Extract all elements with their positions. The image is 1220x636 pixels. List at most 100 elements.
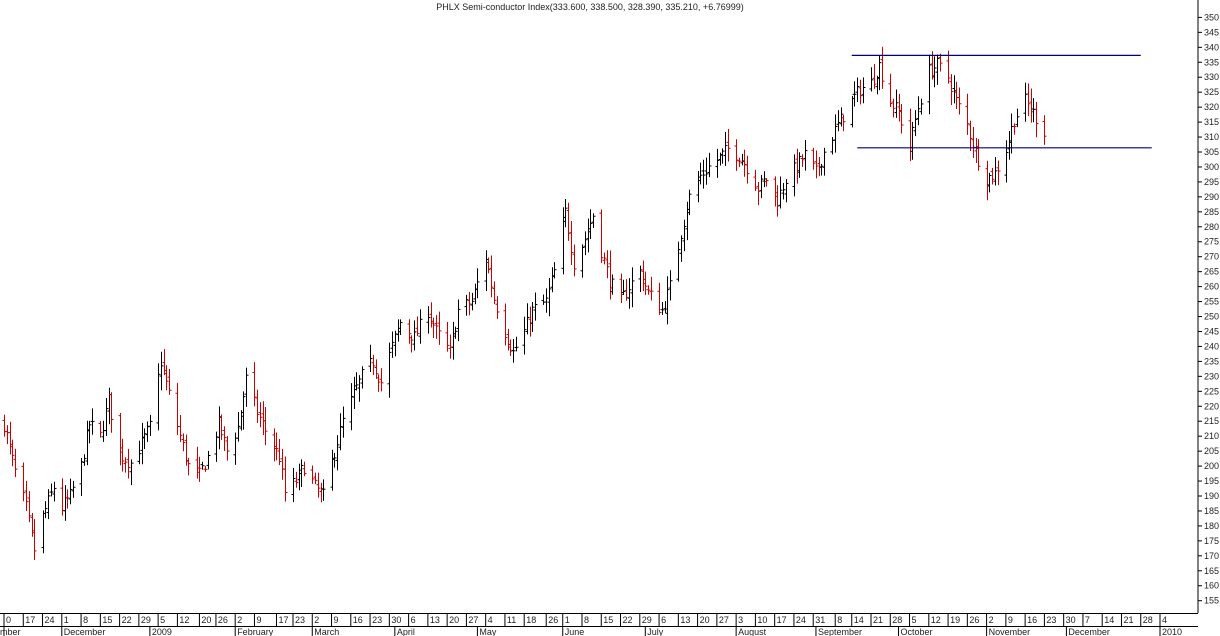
ohlc-bar bbox=[475, 268, 480, 299]
ohlc-bar bbox=[140, 422, 145, 465]
x-day-label: 13 bbox=[430, 615, 440, 625]
ohlc-bar bbox=[619, 273, 624, 304]
ohlc-bar bbox=[663, 301, 668, 313]
ohlc-bar bbox=[894, 89, 899, 118]
ohlc-bar bbox=[1012, 123, 1017, 135]
y-tick-label: 265 bbox=[1204, 267, 1219, 277]
y-tick-label: 180 bbox=[1204, 521, 1219, 531]
ohlc-bar bbox=[109, 392, 114, 433]
ohlc-bar bbox=[214, 431, 219, 462]
ohlc-bar bbox=[409, 335, 414, 353]
x-day-label: 14 bbox=[854, 615, 864, 625]
ohlc-bar bbox=[707, 152, 712, 178]
ohlc-bar bbox=[434, 315, 439, 339]
x-day-label: 29 bbox=[141, 615, 151, 625]
ohlc-bar bbox=[272, 428, 277, 462]
ohlc-bar bbox=[63, 485, 68, 521]
ohlc-bar bbox=[65, 489, 70, 509]
x-day-label: 8 bbox=[837, 615, 842, 625]
ohlc-bar bbox=[126, 448, 131, 479]
ohlc-bar bbox=[252, 362, 257, 407]
ohlc-bar bbox=[638, 265, 643, 292]
x-day-label: 13 bbox=[680, 615, 690, 625]
x-day-label: 21 bbox=[873, 615, 883, 625]
ohlc-bar bbox=[390, 331, 395, 358]
ohlc-bar bbox=[657, 282, 662, 316]
ohlc-bar bbox=[10, 439, 15, 467]
x-day-label: 17 bbox=[777, 615, 787, 625]
ohlc-bar bbox=[888, 73, 893, 108]
ohlc-bar bbox=[21, 462, 26, 502]
ohlc-bar bbox=[489, 255, 494, 298]
ohlc-bar bbox=[1015, 108, 1020, 128]
month-label: mber bbox=[0, 627, 21, 636]
ohlc-bar bbox=[974, 137, 979, 163]
x-day-label: 21 bbox=[1123, 615, 1133, 625]
x-day-label: 15 bbox=[603, 615, 613, 625]
ohlc-bar bbox=[852, 81, 857, 107]
x-day-label: 19 bbox=[950, 615, 960, 625]
month-label: November bbox=[989, 627, 1031, 636]
ohlc-bar bbox=[836, 110, 841, 132]
ohlc-bar bbox=[206, 450, 211, 470]
ohlc-bar bbox=[495, 296, 500, 319]
ohlc-bar bbox=[819, 163, 824, 176]
ohlc-bar bbox=[371, 354, 376, 375]
month-label: July bbox=[647, 627, 664, 636]
ohlc-bar bbox=[277, 439, 282, 466]
trend-lines bbox=[851, 54, 1152, 149]
ohlc-bar bbox=[811, 147, 816, 170]
ohlc-bar bbox=[341, 406, 346, 438]
ohlc-bar bbox=[965, 93, 970, 135]
ohlc-bar bbox=[321, 479, 326, 501]
x-day-label: 27 bbox=[719, 615, 729, 625]
ohlc-bar bbox=[643, 271, 648, 296]
ohlc-bar bbox=[773, 176, 778, 207]
ohlc-bar bbox=[484, 250, 489, 292]
x-day-label: 9 bbox=[256, 615, 261, 625]
ohlc-bar bbox=[503, 303, 508, 346]
ohlc-bar bbox=[1034, 101, 1039, 138]
ohlc-bar bbox=[698, 162, 703, 185]
x-day-label: 28 bbox=[1143, 615, 1153, 625]
ohlc-bar bbox=[910, 121, 915, 160]
y-tick-label: 325 bbox=[1204, 87, 1219, 97]
ohlc-bar bbox=[445, 321, 450, 352]
ohlc-bar bbox=[676, 241, 681, 282]
x-day-label: 0 bbox=[6, 615, 11, 625]
ohlc-bar bbox=[740, 153, 745, 166]
ohlc-bar bbox=[453, 326, 458, 339]
ohlc-bar bbox=[764, 178, 769, 187]
y-tick-label: 285 bbox=[1204, 207, 1219, 217]
ohlc-bar bbox=[839, 107, 844, 127]
x-day-label: 5 bbox=[912, 615, 917, 625]
ohlc-bar bbox=[448, 334, 453, 359]
month-label: June bbox=[565, 627, 585, 636]
x-day-label: 12 bbox=[179, 615, 189, 625]
ohlc-bar bbox=[610, 274, 615, 295]
ohlc-bar bbox=[586, 218, 591, 253]
y-tick-label: 190 bbox=[1204, 491, 1219, 501]
x-day-label: 16 bbox=[1027, 615, 1037, 625]
ohlc-bar bbox=[297, 463, 302, 491]
ohlc-bar bbox=[935, 54, 940, 85]
ohlc-bar bbox=[949, 74, 954, 106]
y-tick-label: 310 bbox=[1204, 132, 1219, 142]
ohlc-bar bbox=[745, 155, 750, 184]
x-day-label: 17 bbox=[278, 615, 288, 625]
ohlc-bar bbox=[641, 260, 646, 292]
ohlc-bar bbox=[310, 465, 315, 484]
ohlc-bar bbox=[525, 303, 530, 335]
ohlc-bar bbox=[398, 319, 403, 336]
ohlc-bar bbox=[1031, 98, 1036, 123]
ohlc-bar bbox=[701, 159, 706, 189]
x-day-label: 4 bbox=[1162, 615, 1167, 625]
ohlc-bar bbox=[938, 53, 943, 72]
ohlc-bar bbox=[968, 120, 973, 152]
ohlc-bar bbox=[775, 185, 780, 217]
ohlc-bar bbox=[932, 56, 937, 88]
x-day-label: 30 bbox=[391, 615, 401, 625]
ohlc-bar bbox=[200, 461, 205, 470]
ohlc-bar bbox=[993, 157, 998, 186]
